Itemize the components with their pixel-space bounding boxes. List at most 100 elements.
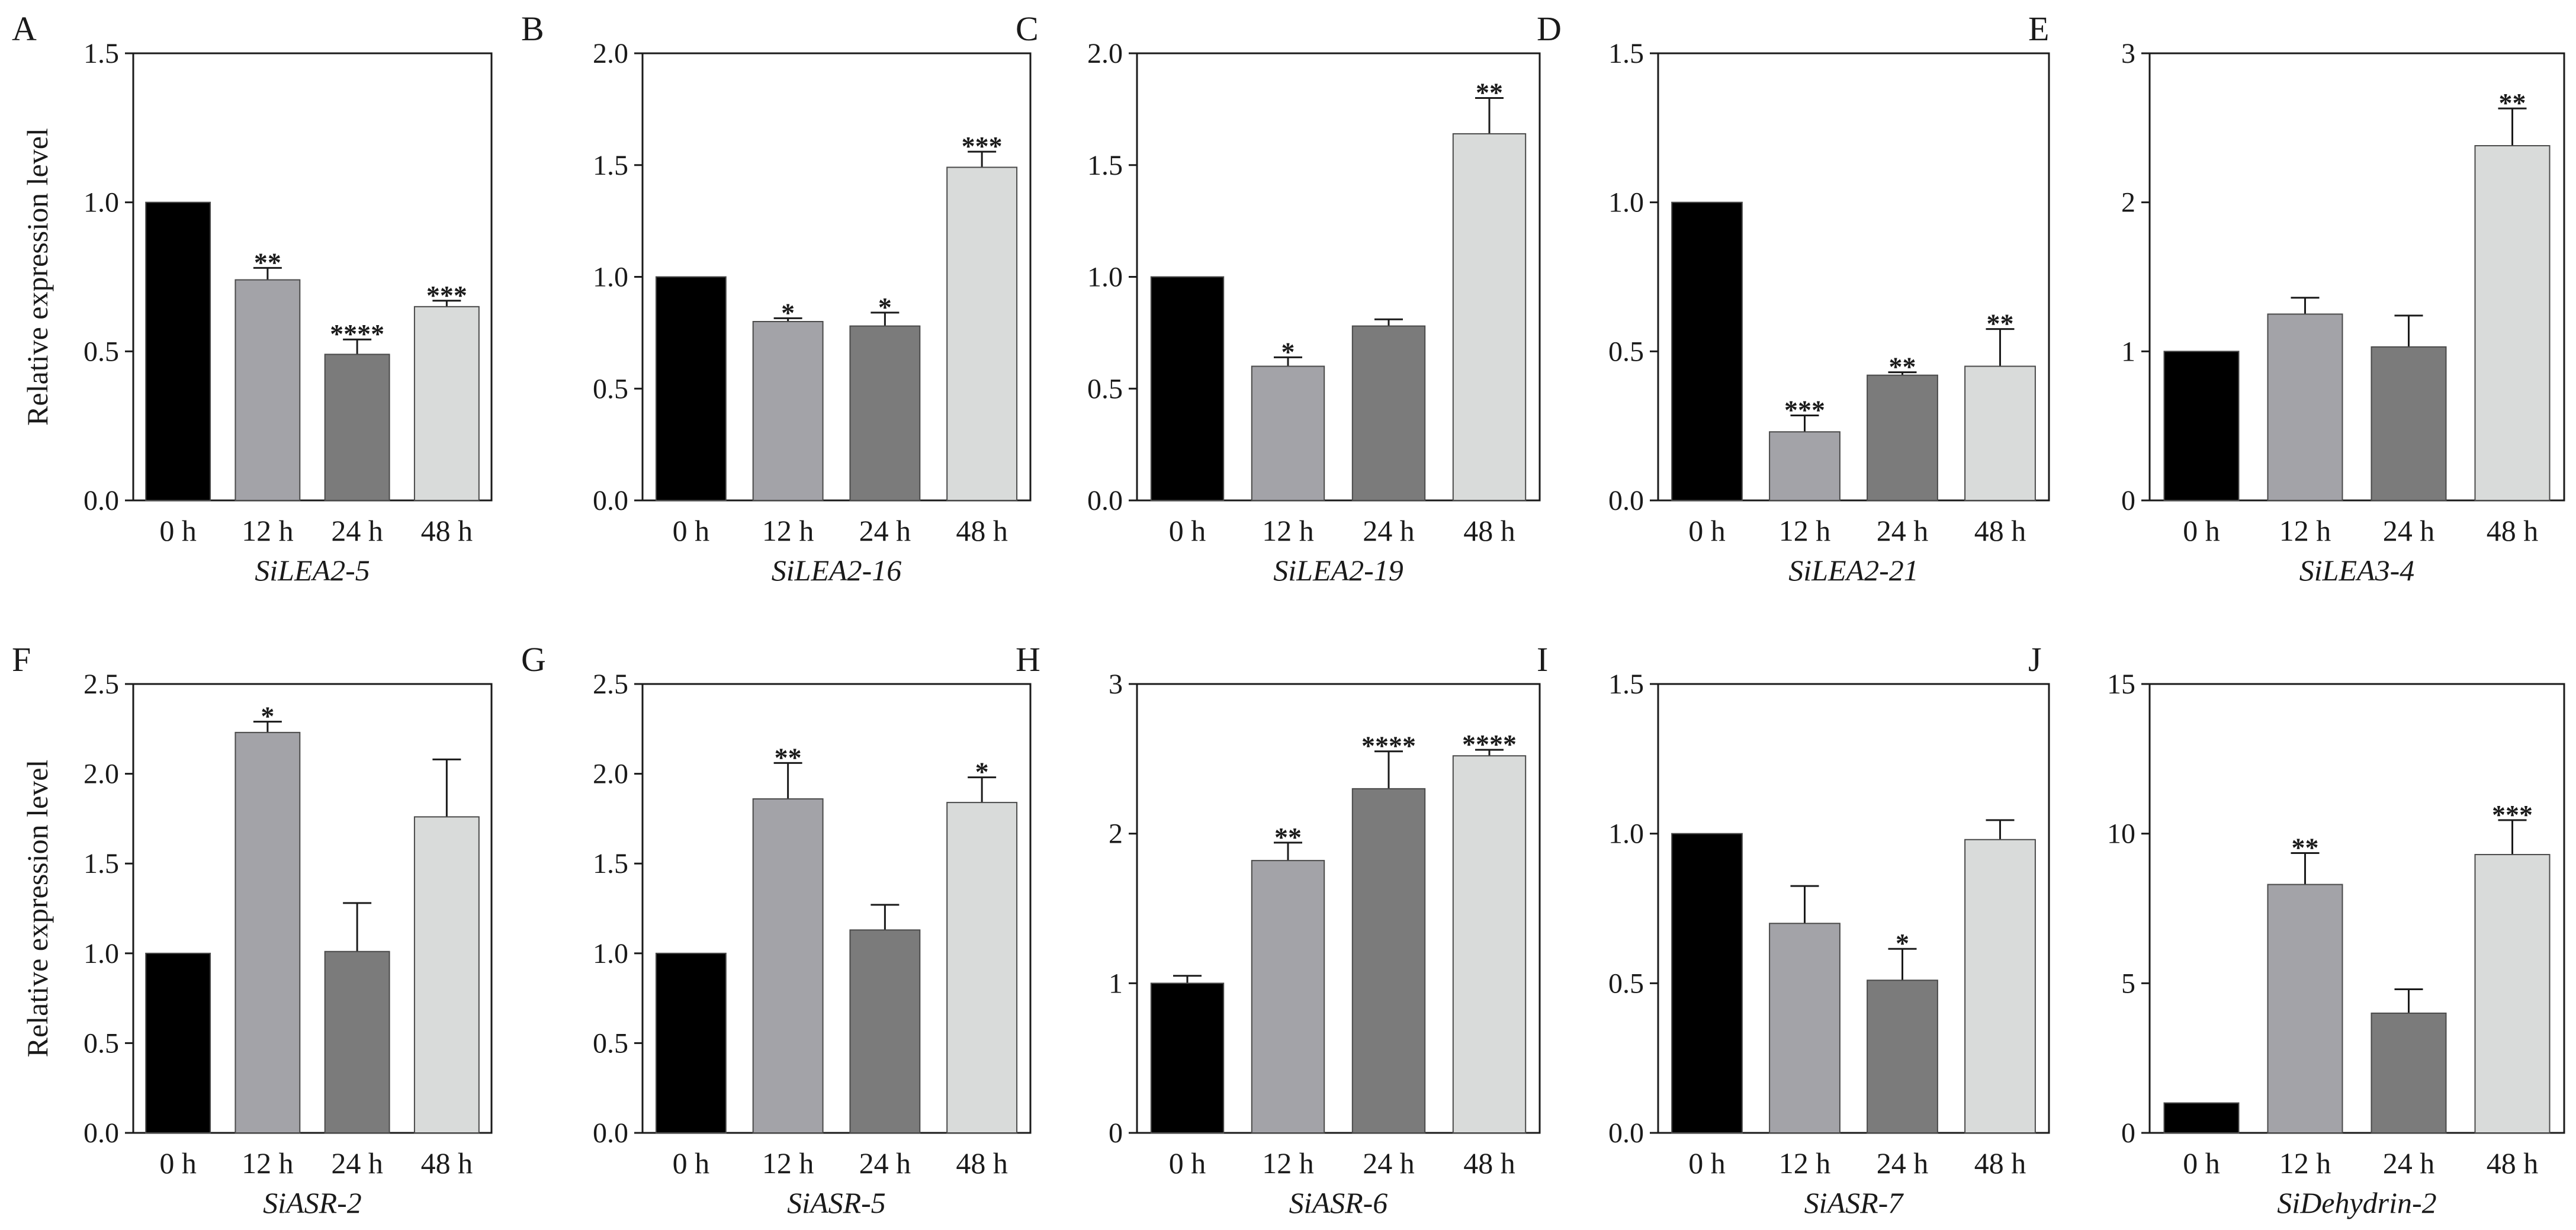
bar: [1452, 755, 1527, 1133]
bar: [324, 354, 390, 501]
panel-letter: D: [1537, 9, 1562, 48]
category-label: 24 h: [1363, 514, 1415, 547]
bar: [1867, 374, 1938, 501]
category-label: 12 h: [762, 514, 814, 547]
panel-B: 0.0 0.5 1.0 1.5 2.0 0 h * 12 h * 24 h *** 48 h SiLEA…: [521, 9, 1032, 587]
significance-label: *: [1281, 336, 1295, 367]
y-tick-label: 2.0: [83, 759, 119, 790]
significance-label: *: [975, 757, 989, 787]
bar: [1671, 201, 1743, 501]
panel-letter: B: [521, 9, 544, 48]
y-tick-label: 1.0: [593, 938, 628, 969]
bar: [1351, 325, 1426, 501]
category-label: 0 h: [1169, 1146, 1206, 1180]
bar: [1867, 979, 1938, 1134]
y-tick-label: 1.0: [83, 938, 119, 969]
panel-letter: H: [1016, 640, 1040, 679]
y-tick-label: 2.5: [83, 669, 119, 700]
bar: [2371, 1012, 2447, 1134]
bar: [752, 321, 824, 501]
bar: [1769, 431, 1841, 502]
bar: [2267, 313, 2343, 502]
significance-label: *: [261, 701, 274, 731]
y-tick-label: 0: [2121, 1117, 2135, 1149]
y-tick-label: 2: [2121, 187, 2135, 219]
panel-E: 0 1 2 3 0 h 12 h 24 h ** 48 h SiLEA3-4 E: [2028, 9, 2565, 587]
y-tick-label: 0: [2121, 485, 2135, 516]
bar: [946, 802, 1018, 1134]
significance-label: ****: [1361, 731, 1416, 761]
y-tick-label: 1.0: [83, 187, 119, 219]
category-label: 24 h: [1877, 1146, 1929, 1180]
gene-name: SiLEA2-19: [1273, 554, 1403, 587]
bar: [324, 950, 390, 1133]
y-tick-label: 3: [2121, 38, 2135, 69]
gene-name: SiASR-2: [263, 1186, 362, 1219]
bar: [2267, 884, 2343, 1134]
bar: [2474, 854, 2551, 1134]
gene-name: SiDehydrin-2: [2277, 1186, 2436, 1219]
bar: [235, 731, 301, 1133]
gene-name: SiLEA2-5: [255, 554, 370, 587]
category-label: 12 h: [1262, 514, 1314, 547]
category-label: 24 h: [859, 514, 911, 547]
gene-name: SiASR-5: [787, 1186, 886, 1219]
y-tick-label: 1.5: [593, 150, 628, 181]
y-tick-label: 2.0: [1087, 38, 1123, 69]
category-label: 12 h: [2279, 1146, 2331, 1180]
significance-label: **: [1889, 352, 1916, 382]
panel-H: 0 1 2 3 0 h ** 12 h **** 24 h **** 48 h SiASR-6 H: [1016, 640, 1541, 1219]
category-label: 0 h: [2183, 514, 2220, 547]
category-label: 12 h: [2279, 514, 2331, 547]
category-label: 0 h: [673, 514, 710, 547]
panel-D: 0.0 0.5 1.0 1.5 0 h *** 12 h ** 24 h ** 48 h SiLEA2…: [1537, 9, 2050, 587]
y-tick-label: 0.5: [593, 373, 628, 404]
y-tick-label: 1.5: [593, 848, 628, 879]
y-tick-label: 3: [1109, 669, 1123, 700]
significance-label: **: [1476, 78, 1503, 108]
bar: [2474, 145, 2551, 502]
bar: [1351, 788, 1426, 1134]
bar: [413, 816, 480, 1134]
bar: [145, 201, 211, 501]
y-tick-label: 0.5: [1608, 968, 1644, 999]
bar: [1150, 982, 1225, 1134]
y-tick-label: 0.0: [1087, 485, 1123, 516]
category-label: 12 h: [242, 514, 294, 547]
category-label: 48 h: [2487, 514, 2539, 547]
significance-label: **: [1987, 309, 2014, 339]
bar: [849, 929, 921, 1134]
category-label: 24 h: [859, 1146, 911, 1180]
significance-label: **: [775, 742, 802, 772]
panel-letter: C: [1016, 9, 1039, 48]
category-label: 0 h: [1688, 514, 1726, 547]
panel-letter: J: [2028, 640, 2042, 679]
category-label: 24 h: [1877, 514, 1929, 547]
y-tick-label: 0.5: [593, 1027, 628, 1059]
category-label: 48 h: [956, 514, 1008, 547]
category-label: 0 h: [1169, 514, 1206, 547]
panel-letter: I: [1537, 640, 1548, 679]
plot-frame: [641, 683, 1032, 1134]
panel-letter: F: [12, 640, 31, 679]
bar: [413, 306, 480, 501]
gene-name: SiLEA2-21: [1788, 554, 1918, 587]
y-tick-label: 0.0: [593, 485, 628, 516]
category-label: 24 h: [331, 1146, 383, 1180]
bar: [1964, 365, 2036, 501]
y-tick-label: 0: [1109, 1117, 1123, 1149]
y-tick-label: 1.0: [1608, 187, 1644, 219]
y-tick-label: 10: [2107, 818, 2135, 850]
bar: [1964, 839, 2036, 1133]
category-label: 0 h: [673, 1146, 710, 1180]
y-tick-label: 0.5: [83, 336, 119, 367]
plot-frame: [132, 683, 493, 1134]
category-label: 24 h: [331, 514, 383, 547]
category-label: 24 h: [2383, 1146, 2435, 1180]
y-tick-label: 1.5: [1087, 150, 1123, 181]
y-tick-label: 0.0: [593, 1117, 628, 1149]
y-tick-label: 1.5: [1608, 38, 1644, 69]
significance-label: ***: [1784, 395, 1825, 425]
y-tick-label: 2: [1109, 818, 1123, 850]
